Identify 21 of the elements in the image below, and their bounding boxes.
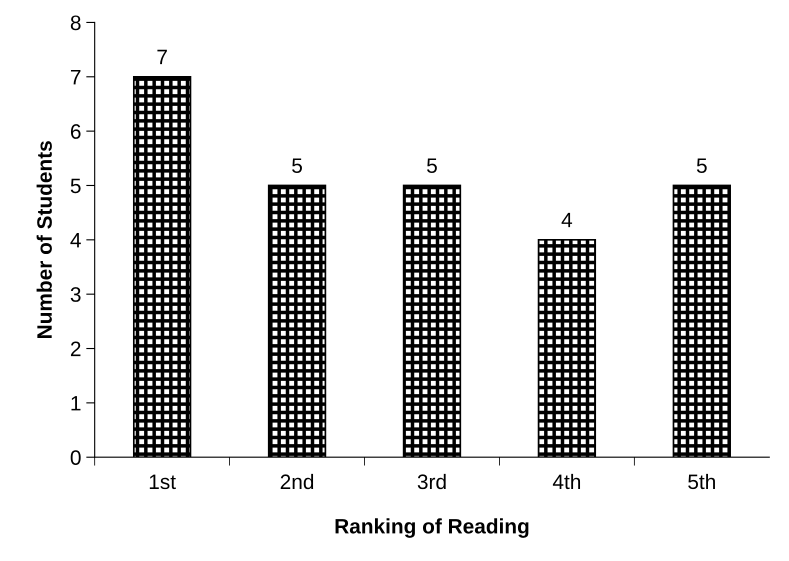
x-tick-label: 5th (688, 474, 715, 490)
y-tick-label: 5 (70, 178, 81, 194)
data-label: 5 (292, 158, 302, 174)
y-tick-label: 1 (71, 396, 80, 410)
x-tick-label: 1st (150, 474, 176, 490)
data-label: 5 (696, 158, 707, 174)
y-tick-label: 4 (70, 233, 81, 248)
y-tick-label: 8 (70, 15, 81, 30)
data-label: 5 (427, 158, 437, 174)
y-tick-label: 3 (70, 287, 81, 302)
y-tick-label: 0 (70, 450, 81, 465)
x-axis-title: Ranking of Reading (336, 518, 528, 538)
data-label: 4 (562, 212, 572, 228)
x-tick-label: 2nd (280, 474, 314, 490)
y-tick-label: 7 (70, 70, 80, 84)
x-tick-label: 4th (552, 474, 580, 490)
x-tick-label: 3rd (418, 474, 446, 490)
y-tick-label: 6 (70, 124, 81, 139)
data-label: 7 (157, 50, 167, 64)
y-tick-label: 2 (70, 342, 80, 356)
y-axis-title: Number of Students (36, 141, 52, 338)
